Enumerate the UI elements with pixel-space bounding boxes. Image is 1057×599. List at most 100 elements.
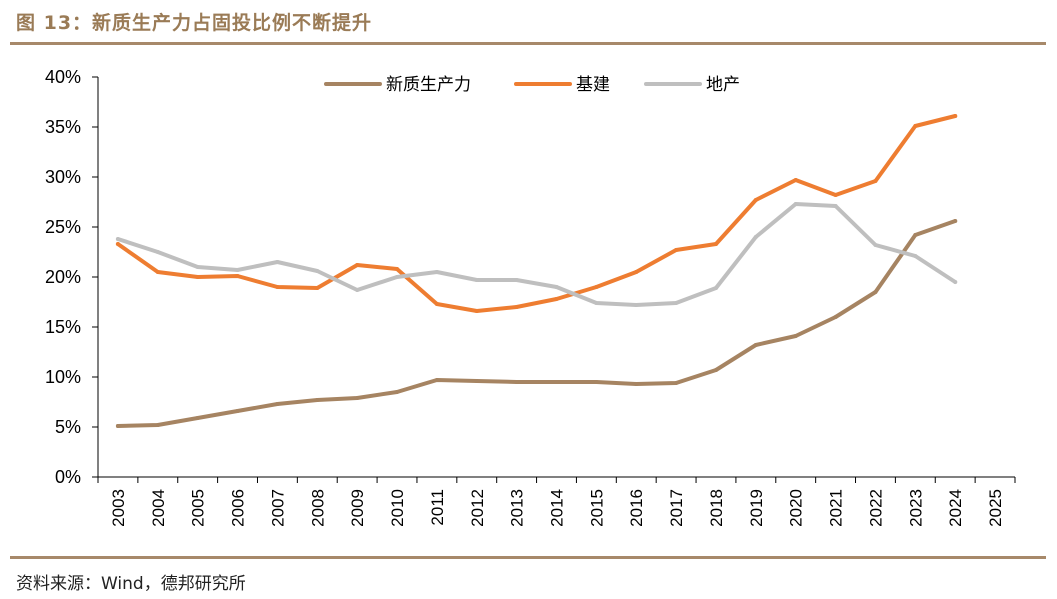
data-point [434, 270, 439, 274]
y-tick-label: 35% [45, 117, 81, 137]
x-tick-label: 2025 [986, 489, 1005, 527]
data-point [953, 219, 958, 223]
series-lines [115, 114, 958, 428]
x-tick-label: 2003 [109, 489, 128, 527]
data-point [674, 381, 679, 385]
data-point [434, 378, 439, 382]
data-point [873, 179, 878, 183]
data-point [155, 270, 160, 274]
x-tick-label: 2018 [707, 489, 726, 527]
data-point [275, 402, 280, 406]
data-point [913, 254, 918, 258]
source-note: 资料来源：Wind，德邦研究所 [16, 574, 246, 594]
data-point [833, 193, 838, 197]
data-point [554, 380, 559, 384]
data-point [235, 409, 240, 413]
x-tick-label: 2015 [587, 489, 606, 527]
data-point [395, 390, 400, 394]
x-tick-label: 2023 [906, 489, 925, 527]
data-point [594, 301, 599, 305]
top-rule [10, 42, 1046, 45]
data-point [594, 380, 599, 384]
x-tick-label: 2012 [468, 489, 487, 527]
y-tick-label: 30% [45, 167, 81, 187]
data-point [833, 315, 838, 319]
data-point [913, 124, 918, 128]
data-point [793, 334, 798, 338]
x-tick-label: 2005 [189, 489, 208, 527]
y-tick-label: 10% [45, 367, 81, 387]
data-point [514, 278, 519, 282]
chart-title: 图 13：新质生产力占固投比例不断提升 [16, 12, 373, 34]
data-point [195, 275, 200, 279]
data-point [395, 275, 400, 279]
data-point [793, 202, 798, 206]
data-point [713, 368, 718, 372]
data-point [355, 263, 360, 267]
legend-label-1: 基建 [576, 75, 610, 95]
data-point [753, 343, 758, 347]
data-point [554, 285, 559, 289]
data-point [634, 303, 639, 307]
data-point [793, 178, 798, 182]
chart-axes: 0% 5% 10% 15% 20% 25% 30% 35% 40% 2003 2004 2005 200… [45, 67, 1016, 527]
legend-label-2: 地产 [706, 75, 740, 95]
x-tick-label: 2016 [627, 489, 646, 527]
legend: 新质生产力 基建 地产 [324, 75, 740, 95]
data-point [235, 274, 240, 278]
x-tick-label: 2019 [747, 489, 766, 527]
data-point [315, 398, 320, 402]
data-point [155, 423, 160, 427]
data-point [674, 301, 679, 305]
data-point [434, 302, 439, 306]
x-tick-label: 2014 [548, 489, 567, 527]
bottom-rule [10, 556, 1046, 559]
data-point [195, 265, 200, 269]
data-point [115, 424, 120, 428]
data-point [713, 286, 718, 290]
data-point [115, 242, 120, 246]
data-point [514, 380, 519, 384]
data-point [355, 396, 360, 400]
x-tick-label: 2020 [787, 489, 806, 527]
data-point [873, 243, 878, 247]
data-point [953, 280, 958, 284]
data-point [913, 233, 918, 237]
data-point [355, 288, 360, 292]
data-point [594, 285, 599, 289]
series-line-2 [115, 202, 958, 307]
series-line-1 [115, 114, 958, 313]
data-point [474, 278, 479, 282]
series-line-0 [115, 219, 958, 428]
y-tick-label: 20% [45, 267, 81, 287]
data-point [395, 267, 400, 271]
x-tick-label: 2011 [428, 489, 447, 526]
y-tick-label: 15% [45, 317, 81, 337]
data-point [634, 382, 639, 386]
x-tick-label: 2009 [348, 489, 367, 527]
x-tick-label: 2021 [827, 489, 846, 527]
legend-label-0: 新质生产力 [386, 75, 471, 95]
x-tick-label: 2013 [508, 489, 527, 527]
data-point [115, 237, 120, 241]
x-tick-label: 2004 [149, 489, 168, 527]
data-point [713, 242, 718, 246]
x-tick-label: 2022 [866, 489, 885, 527]
data-point [833, 204, 838, 208]
data-point [634, 270, 639, 274]
y-tick-label: 5% [55, 417, 81, 437]
data-point [315, 269, 320, 273]
data-point [953, 114, 958, 118]
x-tick-label: 2008 [308, 489, 327, 527]
data-point [554, 297, 559, 301]
data-point [873, 290, 878, 294]
y-tick-label: 40% [45, 67, 81, 87]
data-point [474, 309, 479, 313]
data-point [275, 260, 280, 264]
data-point [753, 198, 758, 202]
data-point [235, 268, 240, 272]
data-point [315, 286, 320, 290]
x-tick-label: 2017 [667, 489, 686, 527]
data-point [753, 235, 758, 239]
